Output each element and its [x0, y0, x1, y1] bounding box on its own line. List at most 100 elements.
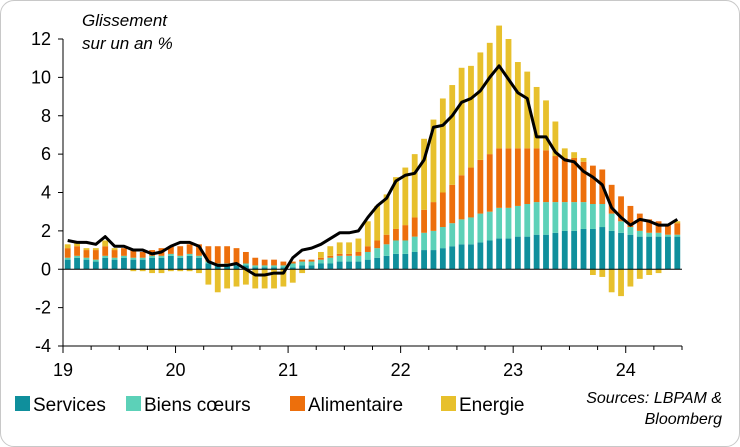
bar-segment-services	[477, 242, 484, 270]
bar-segment-energie	[561, 148, 568, 158]
bar-segment-biens-coeurs	[533, 202, 540, 235]
bar-segment-biens-coeurs	[383, 244, 390, 256]
bar-segment-services	[552, 232, 559, 270]
bar-segment-services	[561, 230, 568, 270]
legend-label: Alimentaire	[308, 395, 403, 416]
bar-segment-biens-coeurs	[139, 257, 146, 260]
bar-segment-services	[177, 257, 184, 270]
bar-segment-alimentaire	[411, 217, 418, 237]
legend-swatch	[441, 396, 456, 411]
bar-segment-alimentaire	[468, 167, 474, 218]
bar-segment-services	[252, 267, 259, 270]
source-line2: Bloomberg	[645, 411, 722, 428]
bar-segment-biens-coeurs	[618, 221, 624, 233]
bar-segment-services	[196, 257, 202, 270]
bar-segment-services	[167, 255, 174, 270]
bar-segment-alimentaire	[83, 250, 90, 258]
bar-segment-services	[599, 227, 606, 270]
bar-segment-biens-coeurs	[252, 265, 259, 268]
bar-segment-energie	[430, 119, 437, 203]
bar-segment-energie	[299, 269, 306, 274]
bar-segment-energie	[505, 39, 512, 149]
bar-segment-alimentaire	[552, 156, 559, 203]
bar-segment-biens-coeurs	[514, 205, 521, 237]
bar-segment-biens-coeurs	[308, 261, 315, 266]
bar-segment-services	[83, 259, 90, 270]
bar-segment-energie	[271, 269, 277, 289]
bar-segment-services	[289, 267, 296, 270]
bar-segment-biens-coeurs	[299, 261, 306, 266]
bar-segment-alimentaire	[74, 246, 80, 256]
bar-segment-services	[468, 244, 474, 270]
bar-segment-services	[64, 259, 71, 270]
bar-segment-energie	[618, 269, 624, 297]
bar-segment-biens-coeurs	[524, 204, 531, 237]
bar-segment-alimentaire	[477, 159, 484, 214]
bar-segment-services	[458, 244, 465, 270]
bar-segment-energie	[167, 269, 174, 272]
y-tick-label: 0	[41, 259, 51, 279]
bar-segment-alimentaire	[308, 259, 315, 262]
bar-segment-alimentaire	[636, 213, 643, 231]
bar-segment-services	[618, 232, 624, 270]
bar-segment-biens-coeurs	[261, 265, 268, 268]
bar-segment-services	[646, 236, 653, 270]
bar-segment-alimentaire	[589, 165, 596, 205]
bar-segment-services	[655, 236, 662, 270]
bar-segment-biens-coeurs	[449, 223, 456, 247]
bar-segment-services	[393, 253, 399, 270]
legend-swatch	[15, 396, 30, 411]
bar-segment-energie	[196, 269, 202, 274]
bar-segment-alimentaire	[346, 253, 352, 256]
bar-segment-energie	[636, 269, 643, 279]
bar-segment-biens-coeurs	[289, 263, 296, 268]
bar-segment-biens-coeurs	[486, 211, 493, 241]
bar-segment-biens-coeurs	[355, 255, 362, 262]
bar-segment-energie	[486, 42, 493, 155]
bar-segment-alimentaire	[121, 248, 127, 256]
bar-segment-services	[102, 257, 109, 270]
bar-segment-biens-coeurs	[627, 227, 634, 235]
bar-segment-energie	[449, 85, 456, 185]
bar-segment-alimentaire	[561, 157, 568, 203]
bar-segment-services	[149, 257, 156, 270]
bar-segment-energie	[233, 269, 240, 287]
bar-segment-biens-coeurs	[599, 204, 606, 228]
bar-segment-energie	[92, 248, 99, 251]
bar-segment-biens-coeurs	[458, 219, 465, 245]
bar-segment-energie	[580, 157, 587, 162]
bar-segment-services	[186, 255, 193, 270]
bar-segment-alimentaire	[646, 219, 653, 233]
bar-segment-energie	[64, 244, 71, 249]
bar-segment-biens-coeurs	[158, 255, 165, 258]
bar-segment-services	[665, 236, 671, 270]
bar-segment-services	[139, 259, 146, 270]
bar-segment-biens-coeurs	[121, 255, 127, 258]
bar-segment-services	[580, 228, 587, 270]
bar-segment-alimentaire	[167, 246, 174, 254]
bar-segment-services	[242, 265, 249, 270]
bar-segment-energie	[158, 269, 165, 274]
legend-label: Biens cœurs	[144, 395, 251, 416]
bar-segment-services	[421, 250, 427, 270]
legend-label: Services	[33, 395, 106, 416]
bar-segment-alimentaire	[402, 225, 409, 241]
bar-segment-alimentaire	[111, 250, 118, 258]
bar-segment-biens-coeurs	[74, 255, 80, 258]
bar-segment-energie	[364, 221, 371, 247]
bar-segment-services	[336, 261, 343, 270]
bar-segment-energie	[242, 269, 249, 285]
bar-segment-energie	[514, 62, 521, 149]
bar-segment-biens-coeurs	[393, 240, 399, 254]
bar-segment-energie	[533, 86, 540, 149]
bar-segment-energie	[252, 269, 259, 289]
x-tick-label: 23	[503, 360, 523, 380]
bar-segment-biens-coeurs	[111, 257, 118, 260]
bar-segment-energie	[496, 25, 503, 149]
bar-segment-biens-coeurs	[374, 248, 381, 258]
x-tick-label: 24	[616, 360, 636, 380]
legend-swatch	[290, 396, 305, 411]
bar-segment-services	[280, 267, 287, 270]
bar-segment-alimentaire	[139, 251, 146, 258]
